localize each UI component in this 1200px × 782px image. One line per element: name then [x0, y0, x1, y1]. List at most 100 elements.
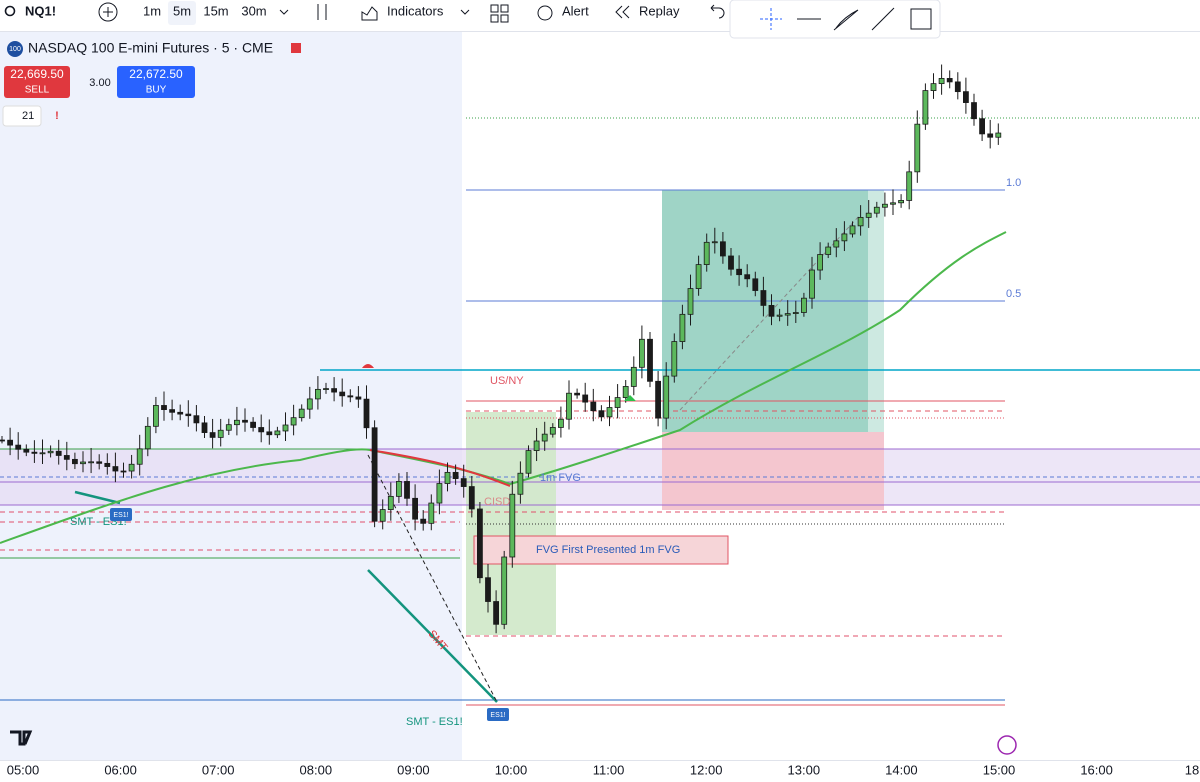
candle-body	[387, 495, 394, 510]
add-symbol-icon	[103, 7, 113, 17]
buy-label[interactable]: BUY	[146, 85, 167, 96]
candle-body	[752, 278, 759, 291]
candle-body	[39, 452, 46, 455]
candle-body	[242, 419, 248, 423]
fib-label: 1.0	[1006, 177, 1021, 189]
candle-body	[946, 78, 953, 83]
candle-body	[776, 314, 783, 317]
candle-body	[282, 424, 289, 432]
time-axis: 05:00 06:00 07:00 08:00 09:00 10:00 11:00 12:00…	[7, 762, 1200, 777]
interval[interactable]: 1m	[143, 3, 161, 18]
moving-average	[369, 449, 511, 487]
candle-body	[412, 497, 419, 520]
brush-tool[interactable]	[833, 9, 859, 31]
replay-icon[interactable]	[615, 5, 630, 19]
candle-body	[128, 463, 135, 472]
flag-marker	[362, 364, 374, 368]
replay[interactable]: Replay	[639, 3, 680, 18]
alert[interactable]: Alert	[562, 3, 589, 18]
candle-body	[687, 288, 694, 315]
time-label: 08:00	[300, 762, 333, 777]
candle-body	[209, 432, 216, 438]
candle-body	[963, 91, 969, 103]
candle-body	[801, 297, 807, 313]
badge	[110, 508, 132, 521]
cisd-label: CISD	[484, 496, 510, 508]
candle-body	[792, 312, 799, 315]
badge-label: ES1!	[490, 712, 505, 719]
candle-body	[201, 422, 208, 433]
candle-body	[971, 102, 977, 120]
candle-body	[363, 398, 370, 429]
alert-mark: !	[55, 110, 59, 122]
undo-icon[interactable]	[710, 4, 725, 19]
candle-body	[833, 240, 840, 248]
badge-label: ES1!	[113, 512, 128, 519]
indicator-count[interactable]: 21	[22, 110, 34, 122]
sell-label[interactable]: SELL	[25, 85, 50, 96]
rect-tool[interactable]	[910, 8, 932, 30]
line-tool[interactable]	[871, 7, 895, 31]
candle-body	[80, 461, 86, 465]
chevron[interactable]	[279, 9, 289, 15]
candle-body	[7, 439, 13, 446]
symbol-title: NASDAQ 100 E-mini Futures · 5 · CME	[28, 40, 273, 56]
lightning-icon[interactable]	[997, 735, 1017, 755]
candle-body	[647, 338, 653, 382]
candle-body	[606, 407, 613, 418]
candle-type-icon[interactable]	[317, 4, 327, 20]
candle-body	[703, 241, 710, 266]
candle-body	[185, 413, 192, 417]
interval[interactable]: 15m	[203, 3, 228, 18]
interval[interactable]: 30m	[241, 3, 266, 18]
candle-body	[995, 132, 1002, 138]
candle-body	[404, 481, 410, 499]
candle-body	[768, 305, 775, 317]
time-label: 06:00	[104, 762, 137, 777]
chart-area: 1.0 0.5 US/NY CISD 1m FVG FVG First Pres…	[0, 64, 1200, 728]
candle-body	[582, 394, 589, 403]
indicators-icon[interactable]	[361, 6, 378, 21]
buy-price[interactable]: 22,672.50	[129, 67, 183, 81]
candle-body	[817, 254, 823, 271]
time-label: 12:00	[690, 762, 723, 777]
time-label: 14:00	[885, 762, 918, 777]
add-symbol[interactable]	[98, 2, 118, 22]
sell-button[interactable]	[4, 66, 70, 98]
candle-body	[622, 386, 629, 398]
fvg-zone	[0, 449, 1200, 505]
crosshair-tool[interactable]	[760, 8, 782, 30]
smt-label: SMT - ES1!	[406, 716, 463, 728]
indicator-toggle[interactable]	[2, 105, 42, 127]
candle-body	[112, 466, 119, 472]
candle-body	[857, 216, 864, 227]
symbol[interactable]: NQ1!	[25, 3, 56, 18]
candle-body	[444, 471, 451, 484]
layout-icon[interactable]	[490, 4, 509, 23]
time-label: 09:00	[397, 762, 430, 777]
chevron[interactable]	[460, 9, 470, 15]
flag-icon	[291, 43, 301, 53]
candle-body	[784, 313, 791, 316]
candle-body	[161, 405, 167, 410]
indicators[interactable]: Indicators	[387, 3, 444, 18]
candle-body	[152, 405, 159, 427]
search-icon[interactable]	[4, 5, 16, 17]
tv-logo	[10, 730, 33, 746]
candle-body	[323, 388, 329, 390]
fib-label: 0.5	[1006, 288, 1021, 300]
alert-icon[interactable]	[537, 5, 553, 21]
interval[interactable]: 5m	[173, 3, 191, 18]
candle-body	[574, 392, 580, 396]
candle-body	[468, 486, 475, 510]
candle-body	[395, 481, 402, 497]
candle-body	[679, 313, 686, 342]
buy-button[interactable]	[117, 66, 195, 98]
candle-body	[371, 427, 378, 522]
candle-body	[96, 461, 103, 464]
candle-body	[420, 518, 427, 524]
candle-body	[711, 241, 718, 244]
candle-body	[663, 375, 670, 419]
sell-price[interactable]: 22,669.50	[10, 67, 64, 81]
candle-body	[31, 451, 38, 454]
